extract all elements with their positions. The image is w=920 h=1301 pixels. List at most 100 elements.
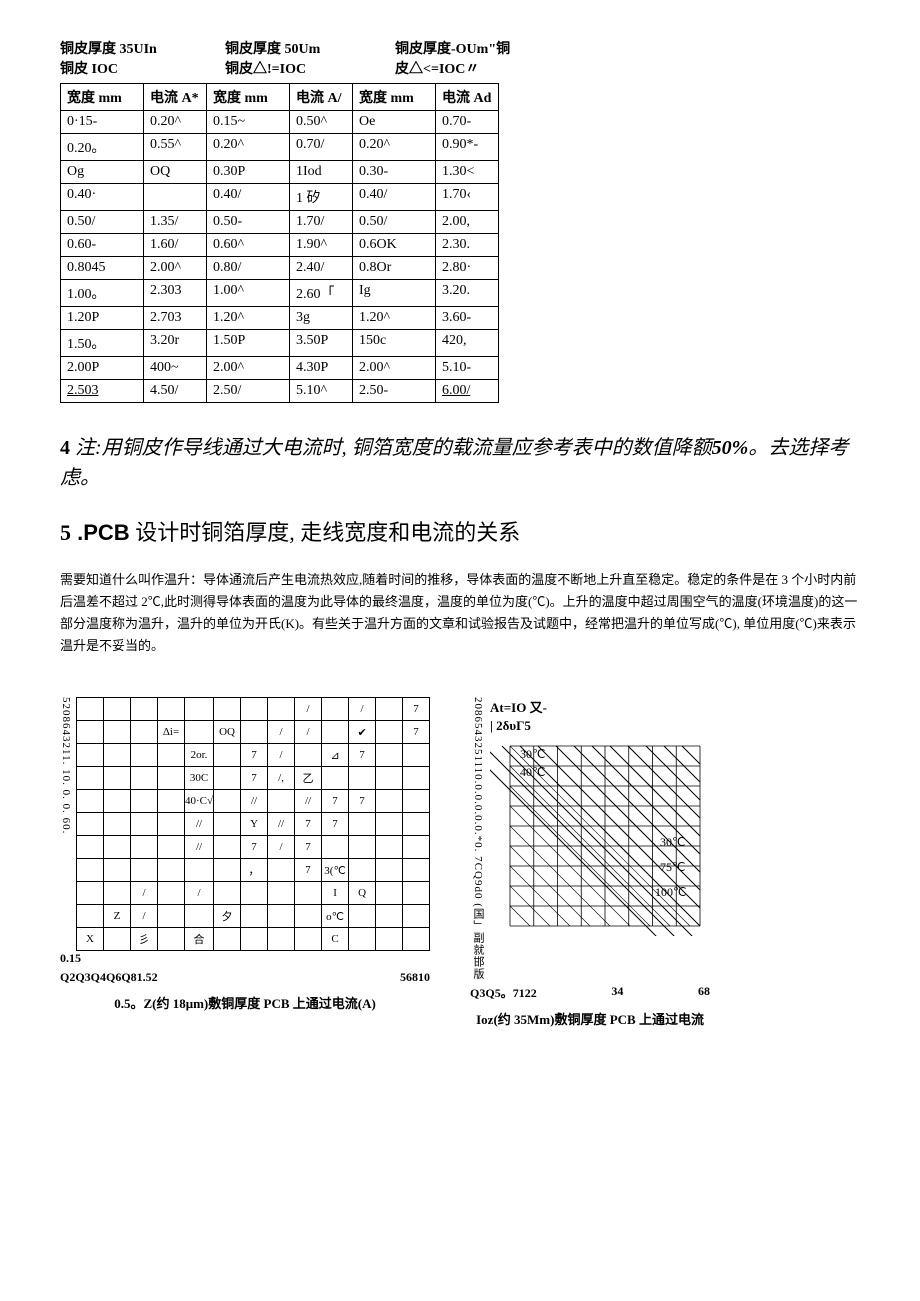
table-cell: 5.10-: [436, 357, 499, 380]
chart-cell: [214, 698, 241, 721]
table-cell: 1.60/: [144, 234, 207, 257]
chart-1-xaxis: Q2Q3Q4Q6Q81.52 56810: [60, 970, 430, 985]
chart-cell: [349, 928, 376, 951]
th-current-2-text: 电流 A/: [296, 91, 342, 106]
chart-cell: [403, 859, 430, 882]
table-cell: 1 矽: [290, 184, 353, 211]
table-cell: 0.55^: [144, 134, 207, 161]
chart-cell: //: [268, 813, 295, 836]
table-cell: 400~: [144, 357, 207, 380]
chart-cell: [158, 859, 185, 882]
header-col2: 铜皮厚度 50Um 铜皮△!=IOC: [225, 40, 395, 79]
chart-cell: [376, 790, 403, 813]
table-cell: 2.80·: [436, 257, 499, 280]
chart-cell: [376, 859, 403, 882]
chart-cell: [403, 744, 430, 767]
table-cell: Og: [61, 161, 144, 184]
chart-cell: o℃: [322, 905, 349, 928]
chart-cell: [77, 744, 104, 767]
chart-cell: [214, 882, 241, 905]
chart-cell: //: [185, 836, 214, 859]
chart-1-ylabel: 5208643211. 10. 0. 0. 60.: [60, 697, 72, 834]
table-row: 0·15-0.20^0.15~0.50^Oe0.70-: [61, 111, 499, 134]
chart-cell: [322, 721, 349, 744]
table-cell: 1.90^: [290, 234, 353, 257]
chart-cell: [185, 859, 214, 882]
table-cell: 4.50/: [144, 380, 207, 403]
table-cell: 5.10^: [290, 380, 353, 403]
table-body: 0·15-0.20^0.15~0.50^Oe0.70-0.20｡0.55^0.2…: [61, 111, 499, 403]
chart-cell: [349, 767, 376, 790]
chart-cell: [158, 698, 185, 721]
chart-cell: //: [241, 790, 268, 813]
table-row: 2.5034.50/2.50/5.10^2.50-6.00/: [61, 380, 499, 403]
chart-cell: [268, 905, 295, 928]
table-cell: 0.20^: [353, 134, 436, 161]
table-cell: 0.6OK: [353, 234, 436, 257]
table-cell: 0.40·: [61, 184, 144, 211]
chart-cell: [349, 836, 376, 859]
chart-cell: [77, 767, 104, 790]
table-cell: 1.00^: [207, 280, 290, 307]
table-cell: 0.20^: [144, 111, 207, 134]
table-cell: 2.50/: [207, 380, 290, 403]
chart-cell: [104, 859, 131, 882]
chart-cell: 30C: [185, 767, 214, 790]
th-width-3: 宽度 mm: [353, 84, 436, 111]
table-cell: 0·15-: [61, 111, 144, 134]
table-cell: 2.00P: [61, 357, 144, 380]
chart-cell: [104, 790, 131, 813]
table-cell: 0.60^: [207, 234, 290, 257]
table-cell: 2.303: [144, 280, 207, 307]
chart-2-xaxis-left: Q3Q5。7122: [470, 984, 537, 1001]
table-cell: 0.50-: [207, 211, 290, 234]
note-4-text-prefix: 注:用铜皮作导线通过大电流时, 铜箔宽度的载流量应参考表中的数值降额: [70, 437, 712, 459]
table-row: 1.00｡2.3031.00^2.60「Ig3.20.: [61, 280, 499, 307]
heading-5-pcb: .PCB: [71, 520, 130, 545]
table-row: 0.80452.00^0.80/2.40/0.8Or2.80·: [61, 257, 499, 280]
chart-cell: /: [295, 698, 322, 721]
chart-cell: 7: [295, 813, 322, 836]
chart-cell: ✔: [349, 721, 376, 744]
chart-cell: [104, 836, 131, 859]
chart-2-xaxis-mid: 34: [611, 984, 623, 1001]
header-col1: 铜皮厚度 35UIn 铜皮 IOC: [60, 40, 225, 79]
chart-cell: /: [349, 698, 376, 721]
chart-cell: 7: [295, 859, 322, 882]
chart-cell: [158, 928, 185, 951]
chart-cell: [104, 928, 131, 951]
th-current-1: 电流 A*: [144, 84, 207, 111]
th-current-1-text: 电流 A*: [150, 91, 199, 106]
chart-2-ylabel-cn: (国」副就邯版: [472, 904, 484, 981]
chart-cell: [403, 882, 430, 905]
table-cell: 6.00/: [436, 380, 499, 403]
chart-cell: ⊿: [322, 744, 349, 767]
chart-cell: /: [131, 882, 158, 905]
chart-cell: [185, 698, 214, 721]
table-cell: 1.20P: [61, 307, 144, 330]
chart-cell: //: [295, 790, 322, 813]
table-cell: Ig: [353, 280, 436, 307]
table-cell: 2.503: [61, 380, 144, 403]
chart-cell: 7: [295, 836, 322, 859]
chart-cell: [214, 836, 241, 859]
chart-cell: [131, 698, 158, 721]
chart-cell: [77, 698, 104, 721]
chart-cell: [268, 698, 295, 721]
table-cell: 4.30P: [290, 357, 353, 380]
chart-cell: [349, 859, 376, 882]
table-cell: 0.8045: [61, 257, 144, 280]
header-col3-line1: 铜皮厚度-OUm"铜: [395, 42, 510, 57]
header-col1-line2: 铜皮 IOC: [60, 62, 118, 77]
heading-5: 5 .PCB 设计时铜箔厚度, 走线宽度和电流的关系: [60, 518, 860, 549]
table-row: 1.20P2.7031.20^3g1.20^3.60-: [61, 307, 499, 330]
chart-2-temp-30a: 30℃: [520, 747, 545, 761]
chart-cell: 7: [322, 790, 349, 813]
chart-cell: 夕: [214, 905, 241, 928]
chart-cell: [295, 905, 322, 928]
charts-row: 5208643211. 10. 0. 0. 60. //7Δi=OQ//✔72o…: [60, 697, 860, 1028]
chart-cell: [376, 813, 403, 836]
chart-cell: [349, 905, 376, 928]
chart-cell: 40·C√: [185, 790, 214, 813]
table-cell: 2.00^: [207, 357, 290, 380]
